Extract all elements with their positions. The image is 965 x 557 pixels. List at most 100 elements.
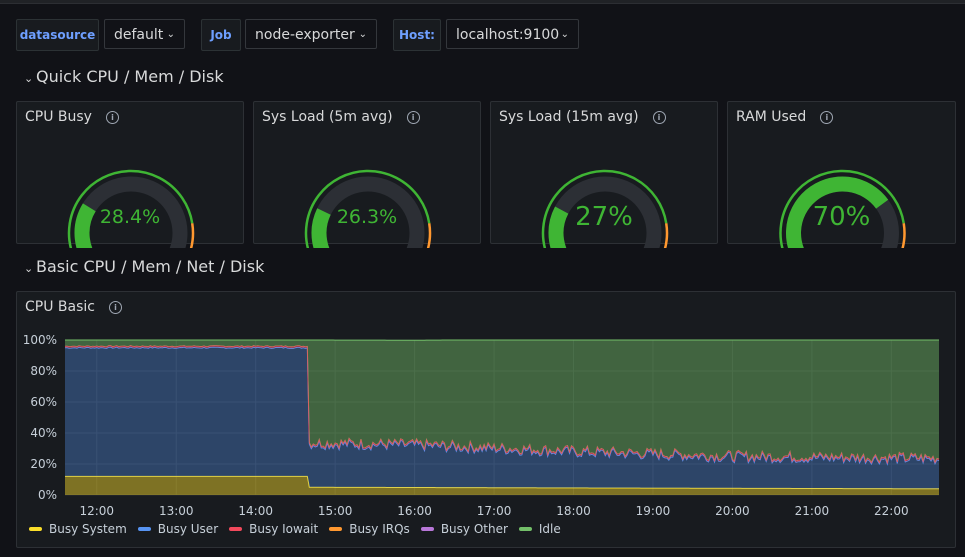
gauge-value-arc	[786, 176, 889, 248]
legend-swatch	[420, 527, 434, 531]
info-icon[interactable]: i	[406, 111, 420, 124]
legend-item[interactable]: Busy System	[29, 522, 127, 536]
gauge-value-text: 70%	[812, 202, 871, 232]
panel-title-text: Sys Load (15m avg)	[499, 109, 639, 125]
top-toolbar-edge	[0, 0, 965, 4]
gauge-dial	[304, 169, 432, 248]
info-icon[interactable]: i	[105, 111, 119, 124]
gauge-value-text: 28.4%	[99, 206, 161, 228]
x-tick-label: 12:00	[79, 504, 114, 517]
x-tick-label: 14:00	[238, 504, 273, 517]
gauge-panel-3[interactable]: RAM Used i 70%	[727, 101, 956, 248]
gauge-panel-2[interactable]: Sys Load (15m avg) i 27%	[490, 101, 718, 248]
chevron-down-icon: ⌄	[560, 29, 569, 40]
datasource-label: datasource	[16, 19, 99, 51]
gauge-value-arc	[74, 203, 96, 248]
series-area-busy-user	[65, 347, 939, 489]
chart-legend: Busy System Busy User Busy Iowait Busy IRQs…	[29, 522, 572, 536]
gauge-value-arc	[548, 206, 569, 248]
legend-swatch	[329, 527, 343, 531]
gauge-value-text: 26.3%	[336, 206, 398, 228]
legend-item[interactable]: Busy IRQs	[329, 522, 410, 536]
legend-label: Busy User	[157, 522, 219, 536]
gauge-value-text: 27%	[575, 202, 633, 232]
y-tick-label: 80%	[30, 364, 57, 378]
x-tick-label: 21:00	[795, 504, 830, 517]
panel-title: Sys Load (15m avg) i	[499, 109, 666, 125]
legend-label: Busy Other	[440, 522, 508, 536]
legend-item[interactable]: Busy User	[137, 522, 219, 536]
legend-label: Idle	[538, 522, 561, 536]
x-tick-label: 16:00	[397, 504, 432, 517]
y-tick-label: 40%	[30, 426, 57, 440]
legend-label: Busy System	[49, 522, 127, 536]
gauge-threshold-orange	[901, 223, 906, 248]
legend-item[interactable]: Idle	[518, 522, 561, 536]
gauge-threshold-green	[779, 169, 905, 248]
chevron-down-icon: ⌄	[24, 72, 34, 85]
info-icon[interactable]: i	[652, 111, 666, 124]
row-basic-cpu-mem-net-disk[interactable]: ⌄ Basic CPU / Mem / Net / Disk	[24, 257, 264, 276]
gauge-value-arc	[311, 208, 331, 248]
info-icon[interactable]: i	[820, 111, 834, 124]
chevron-down-icon: ⌄	[358, 29, 367, 40]
cpu-basic-panel[interactable]: CPU Basic i 100% 80% 60% 40% 20% 0% 12:00 13:00 1…	[16, 291, 956, 548]
gauge-threshold-orange	[426, 223, 432, 248]
host-value: localhost:9100	[456, 27, 560, 43]
panel-title: RAM Used i	[736, 109, 834, 125]
job-value: node-exporter	[255, 27, 355, 43]
row-title: Quick CPU / Mem / Disk	[36, 67, 224, 86]
legend-item[interactable]: Busy Iowait	[229, 522, 318, 536]
panel-title-text: RAM Used	[736, 109, 807, 125]
legend-label: Busy Iowait	[249, 522, 319, 536]
x-tick-label: 19:00	[636, 504, 671, 517]
gauge-dial	[541, 169, 669, 248]
gauge-panel-0[interactable]: CPU Busy i 28.4%	[16, 101, 244, 248]
x-tick-label: 22:00	[874, 504, 909, 517]
x-tick-label: 13:00	[159, 504, 194, 517]
datasource-select[interactable]: default ⌄	[104, 19, 185, 49]
gauge-threshold-green	[67, 169, 194, 248]
x-tick-label: 17:00	[477, 504, 512, 517]
panel-title-text: CPU Basic	[25, 299, 95, 315]
legend-swatch	[229, 527, 243, 531]
gauge-threshold-orange	[189, 223, 195, 248]
host-label: Host:	[393, 19, 441, 51]
cpu-basic-chart[interactable]: 100% 80% 60% 40% 20% 0% 12:00 13:00 14:00 15:00 16…	[17, 292, 955, 517]
panel-title: CPU Busy i	[25, 109, 119, 125]
x-tick-label: 18:00	[556, 504, 591, 517]
gauge-panel-1[interactable]: Sys Load (5m avg) i 26.3%	[253, 101, 481, 248]
legend-item[interactable]: Busy Other	[420, 522, 508, 536]
panel-title: CPU Basic i	[25, 299, 122, 315]
legend-swatch	[518, 527, 532, 531]
series-line-busy-iowait	[64, 345, 940, 465]
info-icon[interactable]: i	[108, 301, 122, 314]
series-line-busy-system	[65, 475, 940, 490]
y-tick-label: 0%	[38, 488, 57, 502]
y-tick-label: 20%	[30, 457, 57, 471]
datasource-value: default	[114, 27, 164, 43]
row-title: Basic CPU / Mem / Net / Disk	[36, 257, 265, 276]
gauge-threshold-green	[304, 169, 431, 248]
series-area-idle	[65, 340, 939, 463]
series-line-busy-user	[64, 346, 940, 466]
gauge-threshold-orange	[663, 223, 669, 248]
job-label: Job	[201, 19, 241, 51]
series-area-busy-system	[65, 476, 939, 495]
y-tick-label: 100%	[23, 333, 57, 347]
chevron-down-icon: ⌄	[166, 29, 175, 40]
legend-label: Busy IRQs	[349, 522, 410, 536]
gauge-threshold-green	[541, 169, 668, 248]
gauge-dial	[779, 169, 906, 248]
x-tick-label: 20:00	[715, 504, 750, 517]
chevron-down-icon: ⌄	[24, 262, 34, 275]
host-select[interactable]: localhost:9100 ⌄	[446, 19, 579, 49]
gauge-dial	[67, 169, 195, 248]
row-quick-cpu-mem-disk[interactable]: ⌄ Quick CPU / Mem / Disk	[24, 67, 224, 86]
legend-swatch	[137, 527, 151, 531]
panel-title-text: CPU Busy	[25, 109, 92, 125]
x-tick-label: 15:00	[318, 504, 353, 517]
job-select[interactable]: node-exporter ⌄	[245, 19, 377, 49]
panel-title-text: Sys Load (5m avg)	[262, 109, 393, 125]
legend-swatch	[29, 527, 42, 531]
